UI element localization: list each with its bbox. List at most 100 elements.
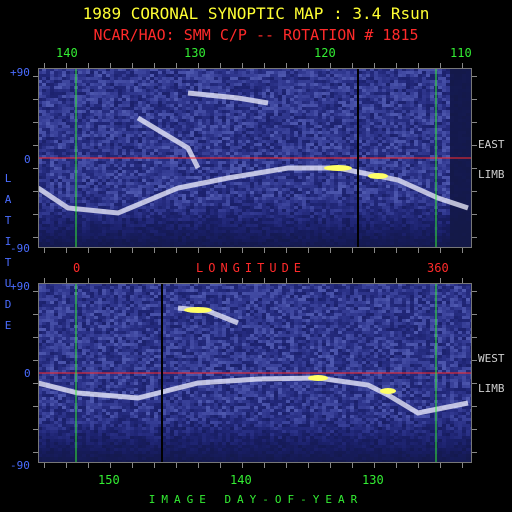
bottom-tick-130: 130	[362, 473, 384, 487]
bottom-synoptic-map	[38, 283, 472, 463]
axis-tick-mark	[33, 452, 38, 453]
axis-tick-mark	[33, 429, 38, 430]
map-subtitle: NCAR/HAO: SMM C/P -- ROTATION # 1815	[93, 26, 419, 44]
axis-tick-mark	[242, 463, 243, 468]
axis-tick-mark	[176, 463, 177, 468]
axis-tick-mark	[66, 63, 67, 68]
longitude-axis-label: LONGITUDE	[196, 261, 307, 275]
axis-tick-mark	[330, 463, 331, 468]
axis-tick-mark	[33, 337, 38, 338]
axis-tick-mark	[264, 278, 265, 283]
bottom-lat-plus90: +90	[10, 280, 30, 293]
axis-tick-mark	[472, 214, 477, 215]
axis-tick-mark	[154, 63, 155, 68]
axis-tick-mark	[440, 248, 441, 253]
axis-tick-mark	[198, 463, 199, 468]
latitude-label-letter: I	[4, 235, 12, 248]
axis-tick-mark	[308, 63, 309, 68]
axis-tick-mark	[374, 63, 375, 68]
axis-tick-mark	[396, 248, 397, 253]
top-tick-130: 130	[184, 46, 206, 60]
axis-tick-mark	[264, 63, 265, 68]
axis-tick-mark	[472, 122, 477, 123]
bright-streamer-core	[308, 375, 328, 381]
axis-tick-mark	[472, 429, 477, 430]
axis-tick-mark	[472, 168, 477, 169]
top-tick-140: 140	[56, 46, 78, 60]
axis-tick-mark	[33, 383, 38, 384]
axis-tick-mark	[462, 248, 463, 253]
axis-tick-mark	[472, 99, 477, 100]
axis-tick-mark	[286, 63, 287, 68]
axis-tick-mark	[44, 278, 45, 283]
axis-tick-mark	[110, 248, 111, 253]
latitude-label-letter: U	[4, 277, 12, 290]
axis-tick-mark	[33, 145, 38, 146]
lon-tick-0: 0	[73, 261, 81, 275]
axis-tick-mark	[472, 191, 477, 192]
axis-tick-mark	[352, 278, 353, 283]
latitude-label-letter: E	[4, 319, 12, 332]
axis-tick-mark	[396, 463, 397, 468]
day-of-year-axis-label: IMAGE DAY-OF-YEAR	[148, 493, 364, 506]
axis-tick-mark	[472, 237, 477, 238]
axis-tick-mark	[44, 463, 45, 468]
axis-tick-mark	[132, 63, 133, 68]
axis-tick-mark	[472, 337, 477, 338]
axis-tick-mark	[33, 314, 38, 315]
axis-tick-mark	[418, 278, 419, 283]
axis-tick-mark	[220, 278, 221, 283]
latitude-label-letter: A	[4, 193, 12, 206]
axis-tick-mark	[176, 63, 177, 68]
axis-tick-mark	[154, 278, 155, 283]
axis-tick-mark	[352, 463, 353, 468]
axis-tick-mark	[198, 248, 199, 253]
axis-tick-mark	[462, 463, 463, 468]
axis-tick-mark	[132, 248, 133, 253]
axis-tick-mark	[110, 463, 111, 468]
axis-tick-mark	[374, 248, 375, 253]
axis-tick-mark	[33, 291, 38, 292]
axis-tick-mark	[88, 63, 89, 68]
axis-tick-mark	[176, 248, 177, 253]
axis-tick-mark	[66, 278, 67, 283]
bottom-tick-150: 150	[98, 473, 120, 487]
axis-tick-mark	[472, 314, 477, 315]
axis-tick-mark	[374, 278, 375, 283]
axis-tick-mark	[242, 278, 243, 283]
axis-tick-mark	[396, 63, 397, 68]
bottom-tick-140: 140	[230, 473, 252, 487]
top-synoptic-map	[38, 68, 472, 248]
axis-tick-mark	[110, 63, 111, 68]
axis-tick-mark	[286, 278, 287, 283]
latitude-label-letter: T	[4, 256, 12, 269]
axis-tick-mark	[330, 278, 331, 283]
axis-tick-mark	[242, 248, 243, 253]
axis-tick-mark	[176, 278, 177, 283]
axis-tick-mark	[462, 278, 463, 283]
bottom-lat-minus90: -90	[10, 459, 30, 472]
streamer-belt	[136, 115, 201, 170]
axis-tick-mark	[264, 463, 265, 468]
axis-tick-mark	[440, 278, 441, 283]
axis-tick-mark	[472, 383, 477, 384]
map-title: 1989 CORONAL SYNOPTIC MAP : 3.4 Rsun	[82, 4, 430, 23]
west-limb-label: LIMB	[478, 382, 505, 395]
axis-tick-mark	[132, 463, 133, 468]
axis-tick-mark	[33, 237, 38, 238]
axis-tick-mark	[33, 99, 38, 100]
lon-tick-360: 360	[427, 261, 449, 275]
axis-tick-mark	[308, 278, 309, 283]
axis-tick-mark	[472, 145, 477, 146]
axis-tick-mark	[44, 63, 45, 68]
axis-tick-mark	[374, 463, 375, 468]
axis-tick-mark	[220, 463, 221, 468]
axis-tick-mark	[418, 63, 419, 68]
axis-tick-mark	[33, 360, 38, 361]
axis-tick-mark	[33, 168, 38, 169]
latitude-label-letter: D	[4, 298, 12, 311]
axis-tick-mark	[66, 463, 67, 468]
axis-tick-mark	[88, 463, 89, 468]
axis-tick-mark	[33, 122, 38, 123]
axis-tick-mark	[462, 63, 463, 68]
